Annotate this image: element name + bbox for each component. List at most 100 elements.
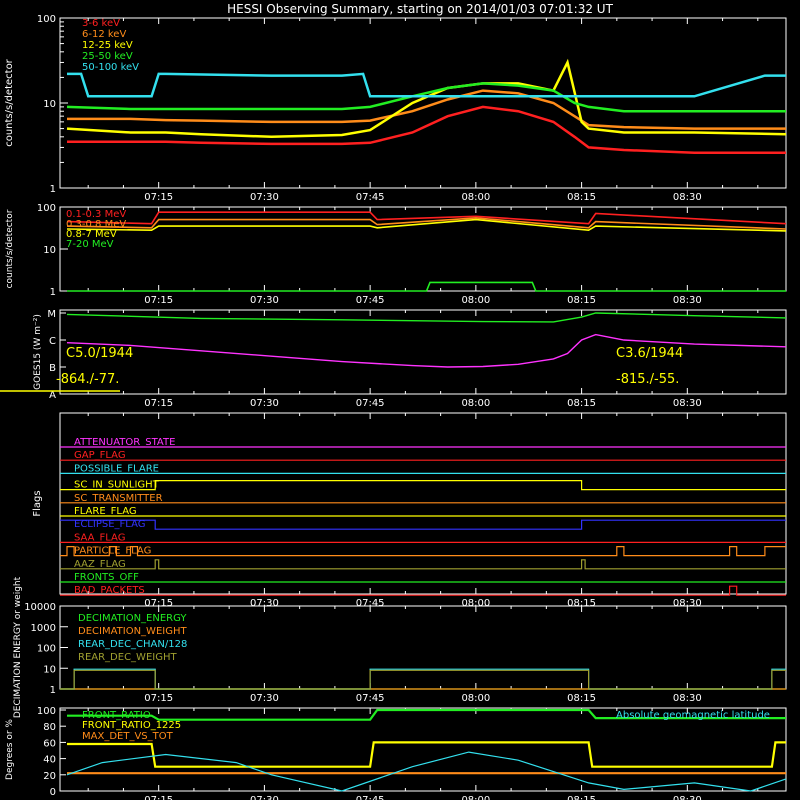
x-tick-label: 07:45: [356, 192, 385, 203]
x-tick-label: 08:15: [567, 598, 596, 609]
series-line: [66, 211, 787, 225]
x-tick-label: 07:45: [356, 693, 385, 704]
x-tick-label: 07:30: [250, 693, 279, 704]
y-axis-label: DECIMATION ENERGY or weight: [13, 576, 23, 718]
panel-lowE: 07:15 07:30 07:45 08:00 08:15 08:30 1 10 100 coun…: [4, 14, 787, 203]
legend-entry: 25-50 keV: [82, 51, 133, 62]
flag-label: SC_IN_SUNLIGHT: [74, 480, 160, 491]
x-tick-label: 08:30: [673, 598, 702, 609]
x-tick-label: 07:15: [144, 295, 173, 306]
x-tick-label: 07:30: [250, 192, 279, 203]
legend-entry: 50-100 keV: [82, 62, 139, 73]
y-tick-label: 10: [43, 245, 56, 256]
panel-goes: 07:15 07:30 07:45 08:00 08:15 08:30 M C B A GOES15…: [0, 309, 787, 409]
flag-label: FRONTS_OFF: [74, 572, 139, 583]
legend-entry: 7-20 MeV: [66, 239, 114, 250]
y-tick-label: 100: [37, 203, 56, 214]
x-tick-label: 07:45: [356, 398, 385, 409]
legend-entry: MAX_DET_VS_TOT: [82, 731, 174, 742]
y-tick-label: 10000: [24, 602, 56, 613]
legend-entry: 0.8-7 MeV: [66, 229, 117, 240]
x-tick-label: 07:45: [356, 795, 385, 800]
y-tick-label: 1000: [31, 623, 56, 634]
legend-entry: REAR_DEC_CHAN/128: [78, 639, 187, 650]
x-tick-label: 08:00: [461, 693, 490, 704]
x-tick-label: 08:15: [567, 398, 596, 409]
y-tick-label: 10: [43, 664, 56, 675]
flag-label: POSSIBLE_FLARE: [74, 463, 159, 474]
y-tick-label: 1: [50, 685, 56, 696]
x-tick-label: 08:00: [461, 398, 490, 409]
y-tick-label: B: [49, 363, 56, 374]
legend-entry: 6-12 keV: [82, 29, 126, 40]
series-line: [67, 708, 786, 721]
flag-label: SAA_FLAG: [74, 532, 125, 543]
flag-label: ECLIPSE_FLAG: [74, 519, 145, 530]
y-tick-label: 10: [43, 99, 56, 110]
legend-entry: 12-25 keV: [82, 40, 133, 51]
x-tick-label: 08:30: [673, 192, 702, 203]
x-tick-label: 08:00: [461, 192, 490, 203]
x-tick-label: 07:15: [144, 398, 173, 409]
x-tick-label: 07:30: [250, 795, 279, 800]
series-line: [67, 281, 786, 292]
series-line: [67, 89, 786, 130]
goes-left-bottom-label: -864./-77.: [56, 372, 119, 387]
x-tick-label: 08:00: [461, 295, 490, 306]
y-axis-label: GOES15 (W m⁻²): [33, 314, 43, 390]
legend-entry: DECIMATION_WEIGHT: [78, 626, 187, 637]
plot-title: HESSI Observing Summary, starting on 201…: [227, 2, 613, 16]
goes-left-top-label: C5.0/1944: [66, 346, 133, 361]
y-tick-label: 100: [37, 706, 56, 717]
flag-label: AAZ_FLAG: [74, 559, 126, 570]
flag-label: FLARE_FLAG: [74, 506, 137, 517]
x-tick-label: 08:15: [567, 795, 596, 800]
legend-entry: 0.3-0.8 MeV: [66, 219, 126, 230]
x-tick-label: 08:00: [461, 795, 490, 800]
x-tick-label: 08:00: [461, 598, 490, 609]
y-tick-label: 20: [43, 771, 56, 782]
series-line: [66, 217, 787, 230]
x-tick-label: 08:30: [673, 693, 702, 704]
flag-label: BAD_PACKETS: [74, 585, 145, 596]
y-tick-label: 100: [37, 644, 56, 655]
legend-entry: FRONT_RATIO: [82, 710, 151, 721]
x-tick-label: 07:15: [144, 598, 173, 609]
legend-entry: FRONT_RATIO_1225: [82, 720, 181, 731]
y-tick-label: 1: [50, 184, 56, 195]
legend-entry: 0.1-0.3 MeV: [66, 209, 126, 220]
legend-entry: Absolute geomagnetic latitude: [616, 710, 770, 721]
x-tick-label: 07:30: [250, 598, 279, 609]
x-tick-label: 08:30: [673, 295, 702, 306]
legend-entry: REAR_DEC_WEIGHT: [78, 652, 177, 663]
legend-entry: DECIMATION_ENERGY: [78, 613, 187, 624]
y-tick-label: 80: [43, 722, 56, 733]
legend-entry: 3-6 keV: [82, 18, 120, 29]
goes-right-top-label: C3.6/1944: [616, 346, 683, 361]
x-tick-label: 08:15: [567, 295, 596, 306]
flag-line: [60, 519, 786, 530]
y-axis-label: counts/s/detector: [4, 58, 15, 146]
panel-highE: 07:15 07:30 07:45 08:00 08:15 08:30 1 10 100 coun…: [5, 203, 787, 306]
y-tick-label: 0: [50, 787, 56, 798]
series-line: [66, 82, 786, 113]
panel-frame: [59, 17, 787, 189]
panel-frame: [59, 707, 787, 792]
series-line: [66, 751, 787, 792]
series-line: [67, 72, 786, 98]
y-tick-label: 40: [43, 755, 56, 766]
x-tick-label: 07:30: [250, 398, 279, 409]
x-tick-label: 08:15: [567, 192, 596, 203]
series-line: [67, 105, 786, 154]
x-tick-label: 08:30: [673, 795, 702, 800]
x-tick-label: 08:15: [567, 693, 596, 704]
x-tick-label: 07:15: [144, 795, 173, 800]
y-tick-label: 1: [50, 287, 56, 298]
flag-line: [60, 545, 786, 557]
panel-flags: 07:15 07:30 07:45 08:00 08:15 08:30 Flags ATTEN…: [32, 412, 787, 609]
x-tick-label: 07:30: [250, 295, 279, 306]
x-tick-label: 07:45: [356, 598, 385, 609]
series-line: [66, 333, 787, 368]
